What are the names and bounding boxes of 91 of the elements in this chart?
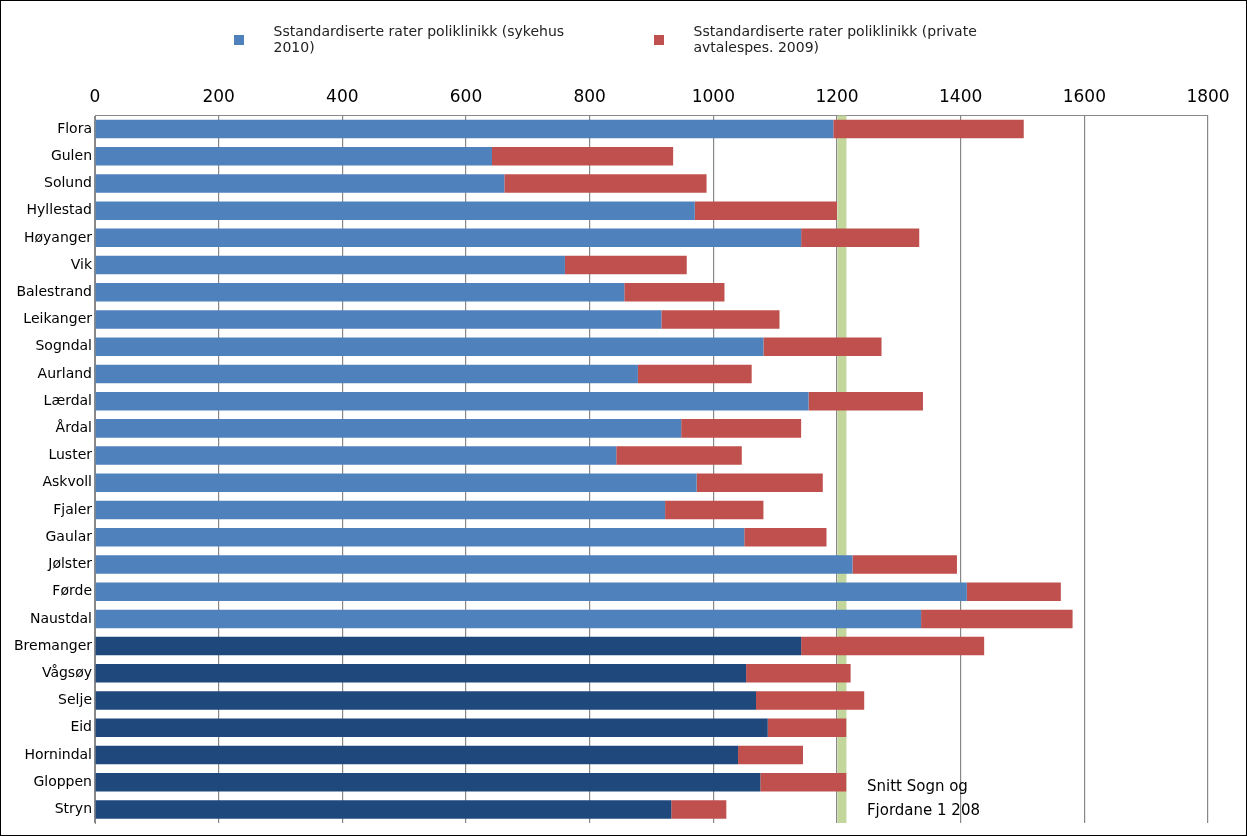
bar <box>95 337 764 356</box>
y-tick-label: Stryn <box>54 800 93 817</box>
bar <box>966 582 1061 601</box>
bar <box>738 745 803 765</box>
y-tick-label: Askvoll <box>42 473 93 490</box>
bar <box>95 664 747 683</box>
y-tick-label: Vågsøy <box>41 663 93 680</box>
bar <box>95 527 745 547</box>
y-tick-label: Lærdal <box>43 391 93 408</box>
x-tick-label: 1200 <box>815 85 859 106</box>
x-tick-label: 600 <box>449 85 483 106</box>
bar <box>801 228 920 248</box>
bar <box>744 527 827 547</box>
y-tick-label: Høyanger <box>23 228 93 245</box>
bar <box>95 745 739 765</box>
legend-label: Sstandardiserte rater poliklinikk (private avtalespes. 2009) <box>693 23 978 55</box>
y-tick-label: Førde <box>52 582 93 599</box>
bar <box>624 283 725 302</box>
bar <box>746 664 851 683</box>
y-tick-label: Balestrand <box>16 282 93 299</box>
bar <box>833 119 1024 139</box>
y-tick-label: Jølster <box>47 555 93 572</box>
bar <box>95 174 505 193</box>
bar <box>95 391 809 411</box>
bar <box>504 174 707 193</box>
y-tick-label: Gulen <box>50 146 93 163</box>
bar <box>95 555 853 574</box>
bar <box>95 446 617 465</box>
y-tick-label: Solund <box>44 174 93 191</box>
x-tick-label: 1400 <box>939 85 983 106</box>
bar <box>95 201 695 220</box>
y-tick-label: Eid <box>70 718 93 735</box>
y-tick-label: Aurland <box>37 364 93 381</box>
bar <box>763 337 882 356</box>
y-tick-label: Naustdal <box>29 609 93 626</box>
ref-line-label: Snitt Sogn og Fjordane 1 208 <box>866 777 980 819</box>
x-tick-label: 0 <box>89 85 101 106</box>
y-tick-label: Sogndal <box>35 337 93 354</box>
y-tick-label: Luster <box>48 446 93 463</box>
x-tick-label: 1600 <box>1062 85 1106 106</box>
bar <box>95 609 922 629</box>
bar <box>95 255 565 275</box>
y-tick-label: Bremanger <box>14 636 93 653</box>
bar <box>564 255 687 275</box>
bar <box>95 310 662 329</box>
bar <box>694 201 837 220</box>
x-tick-label: 800 <box>573 85 606 106</box>
bar <box>95 419 682 438</box>
x-tick-label: 200 <box>202 85 235 106</box>
y-tick-label: Fjaler <box>53 500 93 517</box>
bar <box>637 364 752 384</box>
y-tick-label: Leikanger <box>23 310 93 327</box>
y-tick-label: Hornindal <box>24 745 93 762</box>
bar <box>801 636 985 656</box>
y-tick-label: Flora <box>57 119 93 136</box>
bar <box>808 391 923 411</box>
bar <box>95 364 638 384</box>
x-tick-label: 1000 <box>691 85 735 106</box>
bar <box>95 582 967 601</box>
bar <box>95 636 802 656</box>
y-tick-label: Årdal <box>55 419 93 436</box>
bar <box>852 555 957 574</box>
bar <box>95 283 625 302</box>
bar <box>95 146 492 166</box>
x-tick-label: 400 <box>326 85 359 106</box>
bar <box>95 119 834 139</box>
bar <box>95 772 761 792</box>
bar <box>665 500 764 520</box>
bar <box>95 228 802 248</box>
y-tick-label: Hyllestad <box>26 201 93 218</box>
bar <box>661 310 780 329</box>
bar <box>760 772 847 792</box>
bar <box>491 146 674 166</box>
bar <box>95 473 697 493</box>
y-tick-label: Vik <box>70 255 93 272</box>
x-tick-label: 1800 <box>1186 85 1230 106</box>
bar <box>616 446 742 465</box>
bar <box>767 718 847 737</box>
bar <box>95 718 768 737</box>
bar <box>921 609 1073 629</box>
bar <box>756 691 865 710</box>
bar <box>696 473 823 493</box>
y-tick-label: Gloppen <box>33 772 93 789</box>
bar <box>95 500 666 520</box>
bar <box>95 800 672 819</box>
bar <box>671 800 727 819</box>
bar <box>95 691 756 710</box>
legend-label: Sstandardiserte rater poliklinikk (sykehus 2010) <box>273 23 566 55</box>
y-tick-label: Selje <box>58 691 93 708</box>
bar <box>681 419 802 438</box>
y-tick-label: Gaular <box>45 527 93 544</box>
